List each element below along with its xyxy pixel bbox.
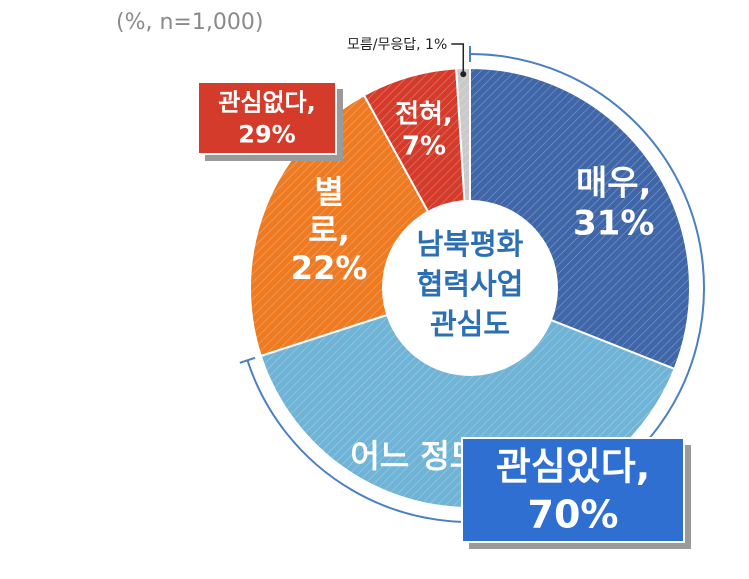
group-label-interested: 관심있다, 70%	[496, 444, 650, 536]
labels-layer: 매우,31%어느 정도, 39%별로,22%전혀,7%모름/무응답, 1%남북평…	[197, 37, 691, 549]
brackets-layer	[239, 46, 705, 523]
bracket-interested-tick	[239, 356, 256, 364]
center-label: 남북평화 협력사업 관심도	[417, 227, 524, 341]
center-hole	[382, 200, 558, 376]
group-callout-box-not-interested	[197, 81, 337, 155]
group-label-not-interested: 관심없다, 29%	[218, 88, 315, 148]
unit-note: (%, n=1,000)	[116, 10, 264, 35]
slice-label-very: 매우, 31%	[573, 163, 654, 243]
slice-label-dont-know: 모름/무응답, 1%	[347, 37, 447, 53]
group-callout-interested: 관심있다, 70%	[461, 437, 691, 549]
group-callout-box-interested	[461, 437, 685, 543]
callout-line-dont-know	[451, 43, 465, 75]
slice-label-not-really: 별 로, 22%	[291, 173, 368, 287]
slice-label-not-at-all: 전혀, 7%	[395, 100, 453, 162]
group-callout-not-interested: 관심없다, 29%	[197, 81, 343, 161]
bracket-interested	[246, 53, 705, 523]
